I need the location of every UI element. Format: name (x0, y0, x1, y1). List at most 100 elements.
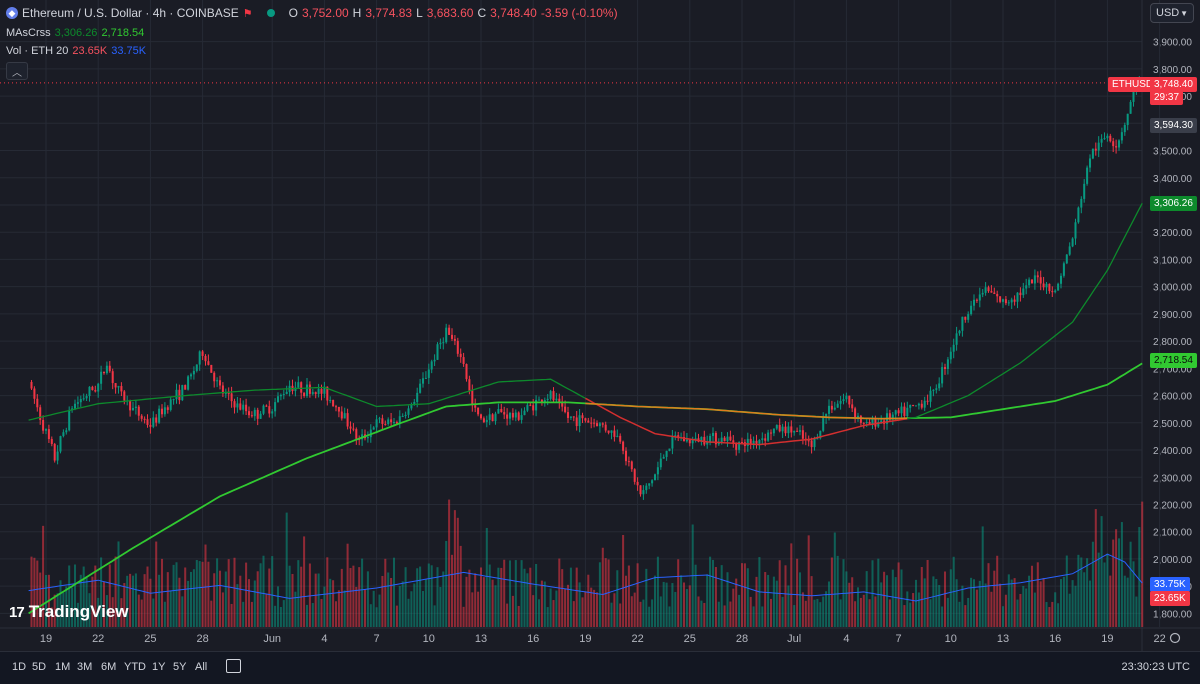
volume-bar (993, 570, 996, 627)
volume-bar (497, 567, 500, 627)
volume-bar (85, 576, 88, 627)
volume-bar (317, 573, 320, 627)
volume-bar (891, 569, 894, 627)
candle-body (404, 414, 407, 417)
volume-bar (926, 559, 929, 627)
candle-body (880, 420, 883, 423)
volume-bar (274, 605, 277, 627)
tv-logo-icon: 17 (9, 603, 25, 621)
volume-bar (314, 573, 317, 627)
high-value: 3,774.83 (365, 6, 413, 20)
candle-body (256, 409, 259, 419)
flag-icon[interactable]: ⚑ (242, 7, 253, 20)
candle-body (856, 415, 860, 418)
last-price-tag: 3,748.40 (1150, 77, 1197, 92)
timeframe-all[interactable]: All (195, 661, 208, 673)
volume-bar (291, 573, 294, 627)
open-label: O (288, 6, 298, 20)
timeframe-5d[interactable]: 5D (32, 661, 47, 673)
volume-bar (1074, 585, 1077, 627)
candle-body (970, 305, 973, 315)
candle-body (656, 467, 659, 475)
volume-bar (245, 562, 248, 627)
collapse-legend-button[interactable]: ︿ (6, 62, 28, 80)
timeframe-1y[interactable]: 1Y (152, 661, 166, 673)
volume-bar (717, 601, 720, 627)
candle-body (253, 409, 256, 417)
volume-bar (564, 589, 567, 627)
volume-bar (535, 563, 538, 627)
tv-logo-text: TradingView (28, 602, 129, 621)
volume-bar (491, 579, 494, 627)
volume-value: 23.65K (72, 45, 108, 57)
timeframe-1d[interactable]: 1D (12, 661, 27, 673)
candle-body (1051, 291, 1054, 293)
calendar-range-icon[interactable] (226, 659, 241, 673)
symbol-legend[interactable]: ◆ Ethereum / U.S. Dollar · 4h · COINBASE… (6, 6, 618, 20)
candle-body (1033, 275, 1036, 284)
volume-bar (1019, 593, 1022, 627)
timeframe-5y[interactable]: 5Y (173, 661, 187, 673)
volume-bar (390, 578, 393, 627)
currency-selector[interactable]: USD ▼ (1150, 3, 1194, 23)
volume-bar (909, 602, 912, 627)
candle-body (561, 402, 564, 407)
volume-bar (932, 576, 935, 627)
crosshair-price-label: 3,594.30 (1150, 118, 1197, 133)
volume-bar (642, 599, 645, 627)
volume-bar (1080, 557, 1083, 627)
volume-bar (526, 573, 529, 627)
candle-body (297, 382, 300, 388)
timeframe-1m[interactable]: 1M (55, 661, 71, 673)
timeframe-ytd[interactable]: YTD (124, 661, 146, 673)
volume-legend[interactable]: Vol · ETH 20 23.65K 33.75K (6, 45, 146, 57)
candle-body (131, 407, 135, 411)
price-tick-label: 2,100.00 (1153, 528, 1192, 539)
candle-body (926, 400, 929, 402)
volume-bar (546, 607, 549, 627)
utc-clock[interactable]: 23:30:23 UTC (1121, 661, 1190, 673)
volume-bar (793, 605, 796, 627)
candle-body (787, 426, 790, 434)
candle-body (1028, 279, 1031, 286)
candle-body (674, 435, 677, 437)
candle-body (671, 436, 674, 449)
candle-body (421, 378, 425, 384)
time-tick-label: 7 (374, 633, 380, 645)
volume-bar (477, 591, 480, 627)
volume-bar (917, 592, 920, 627)
ma-fast-value: 3,306.26 (54, 27, 98, 39)
volume-bar (378, 594, 381, 627)
volume-bar (105, 595, 108, 627)
volume-bar (88, 593, 91, 627)
candle-body (294, 387, 297, 391)
volume-bar (1062, 576, 1065, 627)
volume-bar (738, 594, 741, 627)
volume-bar (593, 589, 596, 627)
volume-bar (259, 563, 262, 627)
symbol-title: Ethereum / U.S. Dollar · 4h · COINBASE (22, 6, 239, 20)
candle-body (500, 408, 503, 413)
candle-body (723, 437, 726, 442)
candle-body (543, 400, 546, 403)
candle-body (949, 351, 952, 360)
ma-cross-legend[interactable]: MAsCrss 3,306.26 2,718.54 (6, 27, 144, 39)
volume-bar (421, 590, 425, 627)
timeframe-6m[interactable]: 6M (101, 661, 117, 673)
candle-body (343, 413, 346, 419)
volume-bar (883, 571, 886, 627)
volume-bar (517, 605, 520, 627)
volume-bar (1025, 588, 1028, 627)
ma-indicator-label: MAsCrss (6, 27, 51, 39)
candle-body (1120, 132, 1123, 141)
volume-bar (392, 557, 396, 627)
candle-body (851, 404, 854, 409)
volume-bar (938, 585, 941, 627)
candle-body (793, 430, 796, 433)
timeframe-3m[interactable]: 3M (77, 661, 93, 673)
candle-body (323, 386, 326, 394)
volume-bar (1109, 575, 1112, 627)
open-value: 3,752.00 (301, 6, 349, 20)
volume-ma-value: 33.75K (111, 45, 147, 57)
